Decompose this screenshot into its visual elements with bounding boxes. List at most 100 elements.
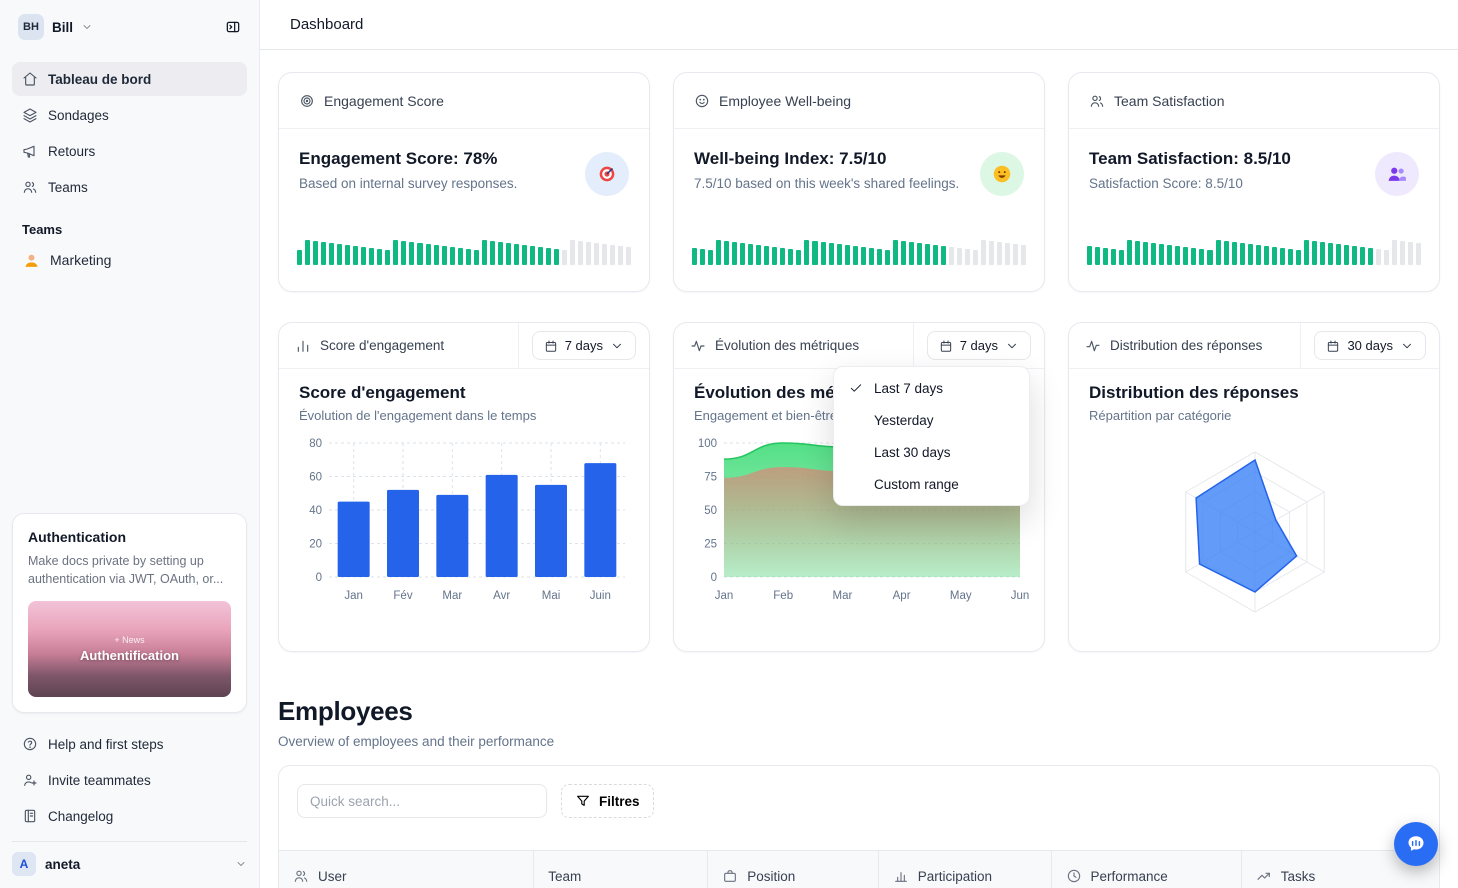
- workspace-row: BH Bill: [12, 10, 247, 44]
- sidebar-item-label: Marketing: [50, 252, 112, 268]
- sidebar-item-tableau-de-bord[interactable]: Tableau de bord: [12, 62, 247, 96]
- stat-card-header: Employee Well-being: [719, 92, 852, 109]
- menu-item-label: Yesterday: [874, 412, 934, 428]
- svg-text:May: May: [950, 590, 972, 602]
- sidebar-item-label: Sondages: [48, 107, 109, 123]
- marketing-person-emoji-icon: [22, 251, 40, 269]
- stat-subtext: 7.5/10 based on this week's shared feeli…: [694, 176, 960, 191]
- stat-card-engagement: Engagement Score Engagement Score: 78% B…: [278, 72, 650, 292]
- column-header-team: Team: [534, 851, 709, 888]
- svg-text:Feb: Feb: [773, 590, 793, 602]
- svg-text:Avr: Avr: [493, 590, 510, 602]
- chat-launcher-button[interactable]: [1394, 822, 1438, 866]
- calendar-icon: [545, 340, 556, 352]
- help-circle-icon: [23, 737, 37, 751]
- chart-subtitle: Engagement et bien-être: [694, 408, 838, 423]
- briefcase-icon: [724, 870, 737, 882]
- menu-item-last-30-days[interactable]: Last 30 days: [839, 436, 1024, 468]
- column-label: Position: [747, 868, 796, 884]
- chevron-down-icon: [83, 25, 91, 29]
- radar-chart: [1185, 451, 1325, 613]
- main-area: Dashboard Engagement Score Engagement Sc…: [260, 0, 1458, 888]
- svg-text:100: 100: [698, 438, 717, 450]
- workspace-switcher[interactable]: BH Bill: [12, 10, 99, 44]
- column-header-tasks: Tasks: [1242, 851, 1439, 888]
- sidebar-item-label: Changelog: [48, 808, 114, 824]
- chart-card-header: Évolution des métriques: [715, 338, 860, 353]
- chart-title: Distribution des réponses: [1089, 383, 1299, 402]
- employees-title: Employees: [278, 696, 413, 726]
- sidebar-item-label: Help and first steps: [48, 736, 164, 752]
- employees-subtitle: Overview of employees and their performa…: [278, 734, 555, 749]
- stat-headline: Team Satisfaction: 8.5/10: [1089, 149, 1291, 168]
- chat-bubble-icon: [1408, 836, 1424, 851]
- smile-emoji-icon: [980, 152, 1024, 196]
- svg-text:40: 40: [309, 505, 322, 517]
- sidebar-footer-links: Help and first steps Invite teammates Ch…: [12, 727, 247, 833]
- column-label: Participation: [917, 868, 992, 884]
- stat-card-satisfaction: Team Satisfaction Team Satisfaction: 8.5…: [1068, 72, 1440, 292]
- menu-item-last-7-days[interactable]: Last 7 days: [839, 372, 1024, 404]
- svg-text:Juin: Juin: [590, 590, 611, 602]
- notebook-icon: [24, 809, 36, 823]
- engagement-sparkline: [297, 237, 632, 265]
- layers-icon: [23, 108, 37, 123]
- svg-text:60: 60: [309, 472, 322, 484]
- workspace-name: Bill: [52, 19, 74, 35]
- chart-card-header: Distribution des réponses: [1110, 338, 1263, 353]
- sidebar-item-help[interactable]: Help and first steps: [12, 727, 247, 761]
- chevron-down-icon: [1403, 343, 1411, 348]
- sidebar-item-sondages[interactable]: Sondages: [12, 98, 247, 132]
- svg-text:Mar: Mar: [832, 590, 852, 602]
- menu-item-label: Last 7 days: [874, 380, 944, 396]
- auth-promo-card[interactable]: Authentication Make docs private by sett…: [12, 512, 247, 713]
- chevron-down-icon: [237, 862, 245, 866]
- sidebar-item-retours[interactable]: Retours: [12, 134, 247, 168]
- range-select-metrics[interactable]: 7 days: [926, 331, 1031, 360]
- stat-subtext: Based on internal survey responses.: [299, 176, 518, 191]
- sidebar-nav: Tableau de bord Sondages Retours Teams: [12, 62, 247, 204]
- range-select-engagement[interactable]: 7 days: [531, 331, 636, 360]
- chart-subtitle: Répartition par catégorie: [1089, 408, 1232, 423]
- stat-card-header: Team Satisfaction: [1114, 92, 1225, 109]
- sidebar-item-teams[interactable]: Teams: [12, 170, 247, 204]
- menu-item-custom-range[interactable]: Custom range: [839, 468, 1024, 500]
- svg-text:Mar: Mar: [442, 590, 462, 602]
- sidebar-item-invite[interactable]: Invite teammates: [12, 763, 247, 797]
- filters-label: Filtres: [599, 793, 640, 809]
- funnel-icon: [577, 795, 589, 806]
- users-icon: [23, 181, 37, 193]
- search-input[interactable]: [297, 784, 547, 818]
- wellbeing-sparkline: [692, 237, 1027, 265]
- menu-item-yesterday[interactable]: Yesterday: [839, 404, 1024, 436]
- stat-card-wellbeing: Employee Well-being Well-being Index: 7.…: [673, 72, 1045, 292]
- column-header-position: Position: [708, 851, 879, 888]
- filters-button[interactable]: Filtres: [561, 784, 654, 818]
- range-label: 7 days: [564, 338, 603, 353]
- smile-icon: [695, 94, 709, 107]
- bar-chart-icon: [297, 340, 309, 352]
- sidebar-item-label: Tableau de bord: [48, 71, 152, 87]
- auth-card-title: Authentication: [28, 528, 126, 545]
- users-icon: [294, 870, 308, 882]
- account-switcher[interactable]: A aneta: [12, 841, 247, 876]
- account-avatar: A: [12, 852, 36, 876]
- stat-headline: Well-being Index: 7.5/10: [694, 149, 887, 168]
- sidebar-item-changelog[interactable]: Changelog: [12, 799, 247, 833]
- svg-text:Apr: Apr: [893, 590, 911, 602]
- sidebar: BH Bill Tableau de bord Sondages Retours: [0, 0, 260, 888]
- svg-text:Jan: Jan: [344, 590, 363, 602]
- clock-icon: [1067, 869, 1080, 883]
- range-select-distribution[interactable]: 30 days: [1314, 331, 1426, 360]
- stat-headline: Engagement Score: 78%: [299, 149, 498, 168]
- sidebar-collapse-button[interactable]: [219, 13, 247, 41]
- auth-card-badge: + News: [114, 635, 145, 645]
- column-label: User: [318, 868, 347, 884]
- trending-up-icon: [1257, 872, 1270, 880]
- calendar-icon: [940, 340, 951, 352]
- workspace-avatar: BH: [18, 14, 44, 40]
- chart-card-header: Score d'engagement: [320, 338, 445, 353]
- menu-item-label: Custom range: [874, 476, 959, 492]
- sidebar-item-marketing[interactable]: Marketing: [12, 243, 247, 277]
